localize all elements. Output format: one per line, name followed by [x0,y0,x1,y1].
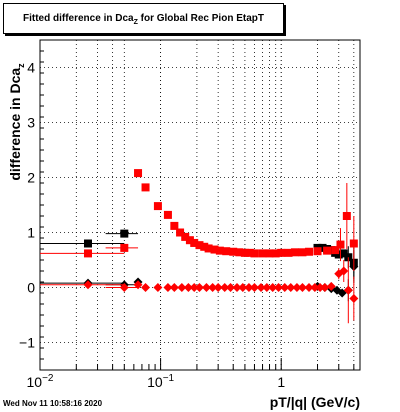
data-point-square [83,249,92,258]
data-point-square [277,248,286,257]
data-point-square [229,247,238,256]
data-point-square [163,210,172,219]
data-point-diamond [201,283,211,292]
data-point-square [298,248,307,257]
y-tick-label: 2 [27,170,35,186]
data-point-diamond [163,283,173,292]
data-point-diamond [141,283,151,292]
data-point-square [153,202,162,211]
data-point-square [334,250,343,259]
data-point-diamond [238,283,248,292]
data-point-diamond [292,283,302,292]
data-point-square [342,212,351,220]
chart-title-prefix: Fitted difference in Dca [23,13,134,24]
chart-title-box: Fitted difference in DcaZ for Global Rec… [3,3,284,34]
data-point-square [120,229,129,238]
y-tick-label: 4 [27,60,35,76]
x-tick-label: 1 [277,374,285,390]
data-point-diamond [339,266,349,276]
data-point-square [235,248,244,257]
data-point-square [210,245,219,254]
data-point-diamond [220,283,230,292]
data-point-square [323,246,332,255]
data-point-diamond [280,283,290,292]
data-point-diamond [286,283,296,292]
data-point-square [245,248,254,257]
data-point-square [204,244,213,253]
chart-title-suffix: for Global Rec Pion EtapT [137,13,264,24]
data-point-square [339,249,348,258]
data-point-diamond [320,283,330,292]
data-point-square [305,247,314,256]
data-point-square [134,169,143,178]
data-point-diamond [262,283,272,292]
data-point-diamond [244,283,254,292]
data-point-diamond [119,283,129,292]
data-point-square [250,249,259,258]
data-point-diamond [304,283,314,292]
data-point-diamond [310,283,320,292]
x-tick-label: 10−1 [147,373,174,390]
data-point-diamond [213,283,223,292]
data-point-square [200,242,209,251]
data-point-diamond [274,283,284,292]
data-point-square [336,240,345,249]
data-point-square [331,246,340,255]
data-point-diamond [315,283,325,292]
x-tick-label: 10−2 [27,373,54,390]
chart-title: Fitted difference in DcaZ for Global Rec… [4,13,283,26]
y-tick-label: 3 [27,115,35,131]
chart-title-sub: Z [133,19,138,26]
y-tick-label: 1 [27,225,35,241]
plot-frame-bg [40,40,360,370]
data-point-square [83,239,92,248]
x-axis-label: pT/|q| (GeV/c) [269,394,360,410]
data-point-square [195,241,204,250]
data-point-square [349,239,358,248]
data-point-square [181,232,190,241]
data-point-diamond [256,283,266,292]
data-point-diamond [183,283,193,292]
data-point-square [258,249,267,258]
data-point-square [215,246,224,255]
data-point-square [185,236,194,245]
data-point-diamond [133,280,143,290]
data-point-diamond [297,283,307,292]
data-point-diamond [83,280,93,290]
data-point-diamond [226,283,236,292]
y-axis-label: difference in Dcaz [7,42,27,202]
data-point-diamond [169,283,179,292]
data-point-square [170,221,179,230]
data-point-square [120,243,129,252]
data-point-diamond [177,283,187,292]
data-point-square [290,248,299,257]
y-axis-label-sub: z [15,63,26,68]
timestamp: Wed Nov 11 10:58:16 2020 [3,399,103,408]
data-point-square [240,248,249,257]
data-point-diamond [208,283,218,292]
data-point-square [271,249,280,258]
data-point-square [141,183,150,192]
data-point-square [318,243,327,252]
y-axis-label-main: difference in Dca [7,67,23,181]
data-point-square [313,247,322,256]
data-point-diamond [268,283,278,292]
data-point-diamond [349,294,359,303]
y-tick-label: 0 [27,280,35,296]
data-point-diamond [249,283,259,292]
data-point-diamond [343,285,353,295]
data-point-diamond [153,283,163,292]
data-point-diamond [189,283,199,292]
data-point-square [190,238,199,247]
y-tick-label: −1 [19,335,35,351]
data-point-diamond [326,281,336,291]
data-point-square [222,247,231,256]
data-point-square [265,249,274,258]
data-point-square [176,228,185,237]
data-point-square [284,248,293,257]
data-point-diamond [232,283,242,292]
data-point-diamond [194,283,204,292]
